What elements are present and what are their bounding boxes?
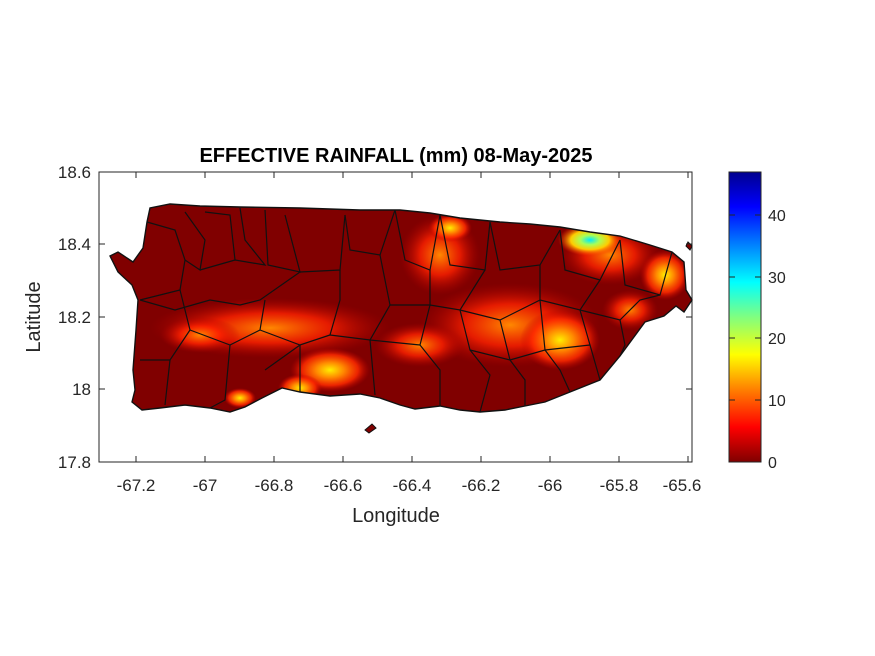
x-tick-labels: -67.2 -67 -66.8 -66.6 -66.4 -66.2 -66 -6… [117, 476, 702, 495]
colorbar-gradient [728, 171, 762, 463]
rain-patch [160, 317, 240, 353]
colorbar-tick-label: 20 [768, 331, 786, 348]
rain-patch [520, 310, 600, 370]
rain-patch [224, 388, 256, 408]
y-axis-label: Latitude [23, 281, 45, 352]
y-tick-label: 17.8 [58, 453, 91, 472]
x-tick-label: -66.2 [462, 476, 501, 495]
x-tick-label: -65.6 [663, 476, 702, 495]
x-tick-label: -66.6 [324, 476, 363, 495]
y-tick-label: 18 [72, 380, 91, 399]
x-tick-label: -67.2 [117, 476, 156, 495]
y-tick-marks [99, 171, 692, 463]
x-tick-label: -66.4 [393, 476, 432, 495]
y-tick-label: 18.4 [58, 235, 91, 254]
colorbar-tick-label: 10 [768, 393, 786, 410]
colorbar-tick-label: 30 [768, 270, 786, 287]
x-tick-label: -67 [193, 476, 218, 495]
colorbar-tick-label: 0 [768, 455, 777, 472]
colorbar-tick-label: 40 [768, 208, 786, 225]
y-tick-label: 18.2 [58, 308, 91, 327]
y-tick-label: 18.6 [58, 163, 91, 182]
x-tick-marks [135, 172, 689, 462]
islet [364, 423, 377, 434]
x-tick-label: -66.8 [255, 476, 294, 495]
municipality-boundaries [109, 203, 693, 413]
x-tick-label: -65.8 [600, 476, 639, 495]
map-title: EFFECTIVE RAINFALL (mm) 08-May-2025 [199, 145, 592, 167]
x-tick-label: -66 [538, 476, 563, 495]
colorbar: 0 10 20 30 40 [728, 171, 786, 472]
x-axis-label: Longitude [352, 505, 440, 527]
y-tick-labels: 18.6 18.4 18.2 18 17.8 [58, 163, 91, 472]
